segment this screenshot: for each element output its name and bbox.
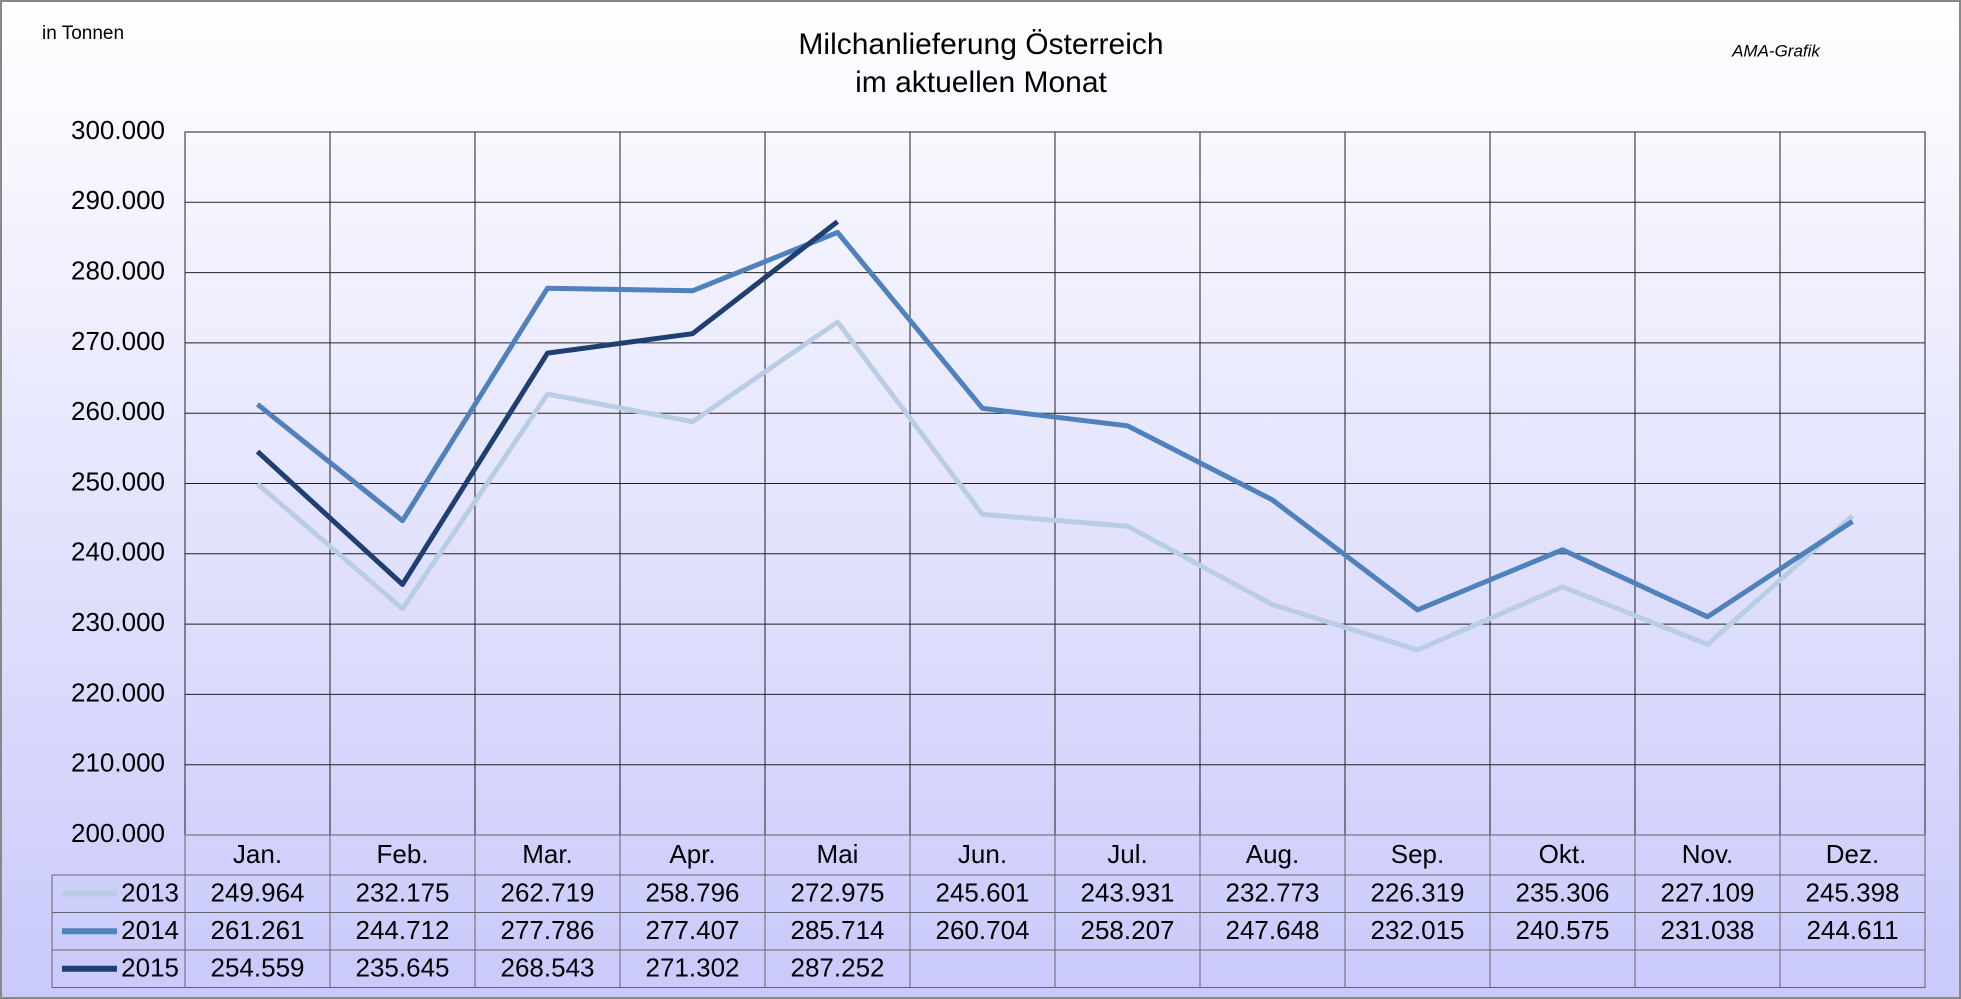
y-tick-label: 270.000 — [71, 326, 165, 356]
table-value: 247.648 — [1226, 915, 1320, 945]
x-tick-label: Jan. — [233, 839, 282, 869]
x-tick-label: Jun. — [958, 839, 1007, 869]
x-tick-label: Mai — [817, 839, 859, 869]
table-value: 277.786 — [501, 915, 595, 945]
chart-title: Milchanlieferung Österreich — [798, 28, 1163, 61]
x-tick-label: Aug. — [1246, 839, 1300, 869]
table-value: 244.611 — [1806, 915, 1898, 945]
table-value: 227.109 — [1661, 878, 1755, 908]
table-value: 272.975 — [791, 878, 885, 908]
y-tick-label: 230.000 — [71, 607, 165, 637]
table-value: 258.796 — [646, 878, 740, 908]
x-tick-label: Okt. — [1539, 839, 1587, 869]
table-value: 235.645 — [356, 953, 450, 983]
unit-label: in Tonnen — [42, 23, 124, 44]
table-value: 268.543 — [501, 953, 595, 983]
table-value: 277.407 — [646, 915, 740, 945]
y-tick-label: 240.000 — [71, 537, 165, 567]
table-value: 232.175 — [356, 878, 450, 908]
table-value: 235.306 — [1516, 878, 1610, 908]
series-line — [255, 229, 1854, 620]
x-tick-label: Feb. — [376, 839, 428, 869]
table-value: 231.038 — [1661, 915, 1755, 945]
table-value: 240.575 — [1516, 915, 1610, 945]
x-tick-label: Dez. — [1826, 839, 1879, 869]
table-value: 226.319 — [1371, 878, 1465, 908]
y-tick-label: 290.000 — [71, 185, 165, 215]
table-value: 260.704 — [936, 915, 1030, 945]
y-tick-label: 250.000 — [71, 466, 165, 496]
x-tick-label: Apr. — [669, 839, 715, 869]
series-line — [255, 219, 840, 587]
table-value: 232.773 — [1226, 878, 1320, 908]
chart-subtitle: im aktuellen Monat — [855, 66, 1107, 99]
legend-label: 2014 — [121, 915, 179, 945]
y-tick-label: 210.000 — [71, 748, 165, 778]
y-tick-label: 200.000 — [71, 818, 165, 848]
y-tick-label: 220.000 — [71, 677, 165, 707]
x-tick-label: Mar. — [522, 839, 573, 869]
y-tick-label: 260.000 — [71, 396, 165, 426]
source-label: AMA-Grafik — [1731, 41, 1821, 60]
table-value: 271.302 — [646, 953, 740, 983]
table-value: 245.601 — [936, 878, 1030, 908]
table-value: 287.252 — [791, 953, 885, 983]
table-value: 245.398 — [1806, 878, 1900, 908]
table-value: 254.559 — [211, 953, 305, 983]
series-line — [255, 319, 1855, 653]
table-value: 244.712 — [356, 915, 450, 945]
y-tick-label: 280.000 — [71, 255, 165, 285]
table-value: 285.714 — [791, 915, 885, 945]
x-tick-label: Nov. — [1682, 839, 1734, 869]
x-tick-label: Jul. — [1107, 839, 1147, 869]
table-value: 243.931 — [1081, 878, 1175, 908]
y-tick-label: 300.000 — [71, 115, 165, 145]
table-value: 262.719 — [501, 878, 595, 908]
table-value: 261.261 — [211, 915, 305, 945]
legend-label: 2015 — [121, 953, 179, 983]
table-value: 258.207 — [1081, 915, 1175, 945]
legend-label: 2013 — [121, 878, 179, 908]
x-tick-label: Sep. — [1391, 839, 1445, 869]
table-value: 249.964 — [211, 878, 305, 908]
table-value: 232.015 — [1371, 915, 1465, 945]
